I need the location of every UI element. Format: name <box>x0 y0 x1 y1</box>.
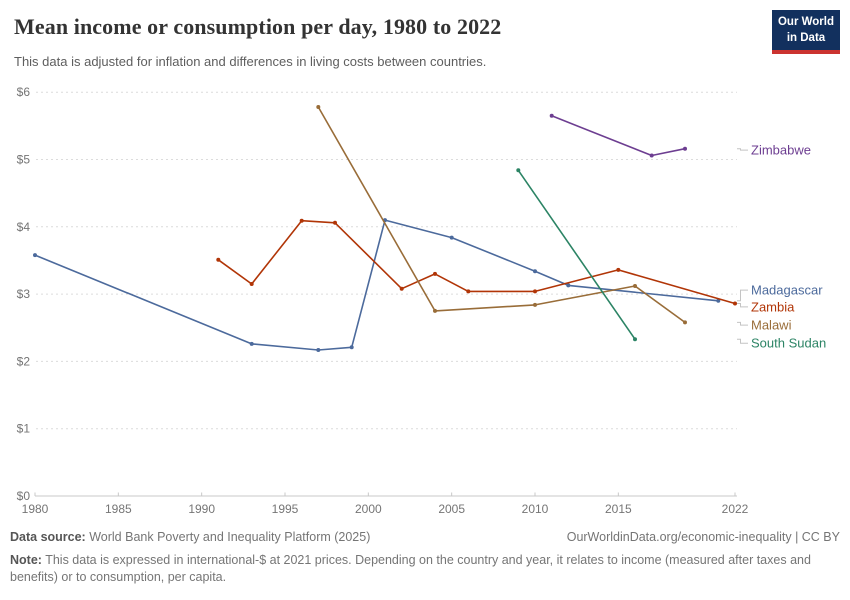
y-tick-label: $4 <box>17 220 31 234</box>
data-point-south-sudan-2009[interactable] <box>516 168 521 173</box>
data-point-malawi-2010[interactable] <box>533 302 537 307</box>
y-tick-label: $0 <box>17 489 31 503</box>
legend-label-zimbabwe[interactable]: Zimbabwe <box>751 143 811 158</box>
data-source-line: Data source: World Bank Poverty and Ineq… <box>10 530 370 544</box>
note-label: Note: <box>10 553 42 567</box>
series-line-malawi[interactable] <box>317 106 686 324</box>
data-point-zambia-2015[interactable] <box>616 267 621 272</box>
x-tick-label: 2000 <box>355 502 382 516</box>
data-point-madagascar-1997[interactable] <box>316 348 321 352</box>
legend-connector-zambia <box>737 303 748 308</box>
legend-label-south-sudan[interactable]: South Sudan <box>751 336 826 351</box>
x-tick-label: 1980 <box>22 502 49 516</box>
series-line-zimbabwe[interactable] <box>550 115 686 157</box>
data-point-zambia-1993[interactable] <box>249 282 254 286</box>
note-text: This data is expressed in international-… <box>10 553 811 584</box>
page-title: Mean income or consumption per day, 1980… <box>14 14 502 39</box>
owid-link[interactable]: OurWorldinData.org/economic-inequality |… <box>566 530 840 544</box>
y-tick-label: $1 <box>17 422 31 436</box>
data-point-zambia-2010[interactable] <box>533 289 537 294</box>
page-subtitle: This data is adjusted for inflation and … <box>14 54 487 69</box>
data-point-zambia-1998[interactable] <box>333 220 337 225</box>
series-line-zambia[interactable] <box>217 219 736 305</box>
data-point-madagascar-1993[interactable] <box>249 341 254 346</box>
x-tick-label: 1985 <box>105 502 132 516</box>
legend-connector-south-sudan <box>737 338 748 344</box>
data-point-madagascar-2010[interactable] <box>533 269 537 274</box>
legend-connector-malawi <box>737 321 748 326</box>
data-point-zimbabwe-2017[interactable] <box>649 153 654 158</box>
data-point-zambia-2006[interactable] <box>466 289 471 294</box>
data-point-zambia-1991[interactable] <box>216 257 221 262</box>
data-point-malawi-2019[interactable] <box>683 320 687 325</box>
y-tick-label: $2 <box>17 354 31 368</box>
legend-label-madagascar[interactable]: Madagascar <box>751 283 823 298</box>
legend-connector-madagascar <box>737 289 748 302</box>
series-line-south-sudan[interactable] <box>517 169 636 341</box>
data-source-label: Data source: <box>10 530 86 544</box>
data-point-zimbabwe-2019[interactable] <box>683 146 687 151</box>
x-tick-label: 1990 <box>188 502 215 516</box>
owid-logo-line1: Our World <box>777 16 834 28</box>
series-line-madagascar[interactable] <box>34 219 720 351</box>
footer-note: Note: This data is expressed in internat… <box>10 552 822 585</box>
data-point-madagascar-2005[interactable] <box>449 235 454 240</box>
data-point-zambia-1996[interactable] <box>299 218 304 223</box>
data-source-text: World Bank Poverty and Inequality Platfo… <box>89 530 371 544</box>
data-point-madagascar-1980[interactable] <box>33 253 37 258</box>
data-point-madagascar-1999[interactable] <box>349 345 354 350</box>
footer: Data source: World Bank Poverty and Ineq… <box>10 530 840 544</box>
x-tick-label: 1995 <box>272 502 299 516</box>
data-point-malawi-2016[interactable] <box>633 284 637 288</box>
x-tick-label: 2005 <box>438 502 465 516</box>
data-point-madagascar-2012[interactable] <box>566 283 571 288</box>
data-point-south-sudan-2016[interactable] <box>633 337 637 342</box>
data-point-zambia-2002[interactable] <box>399 286 404 291</box>
owid-logo[interactable]: Our World in Data <box>772 10 840 55</box>
legend-label-zambia[interactable]: Zambia <box>751 299 795 314</box>
y-tick-label: $3 <box>17 287 31 301</box>
x-tick-label: 2015 <box>605 502 632 516</box>
data-point-malawi-2004[interactable] <box>433 308 437 313</box>
y-tick-label: $5 <box>17 153 31 167</box>
data-point-zambia-2004[interactable] <box>433 271 437 276</box>
data-point-zimbabwe-2011[interactable] <box>549 113 554 118</box>
legend-label-malawi[interactable]: Malawi <box>751 318 792 333</box>
y-tick-label: $6 <box>17 85 31 99</box>
x-tick-label: 2010 <box>522 502 549 516</box>
data-point-zambia-2022[interactable] <box>733 301 737 306</box>
legend-connector-zimbabwe <box>737 148 748 151</box>
data-point-malawi-1997[interactable] <box>316 105 321 109</box>
owid-logo-line2: in Data <box>786 31 826 44</box>
x-tick-label: 2022 <box>722 502 749 516</box>
